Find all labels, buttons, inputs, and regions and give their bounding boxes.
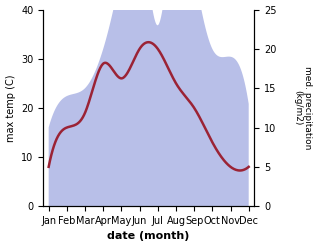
X-axis label: date (month): date (month): [107, 231, 190, 242]
Y-axis label: med. precipitation
(kg/m2): med. precipitation (kg/m2): [293, 66, 313, 149]
Y-axis label: max temp (C): max temp (C): [5, 74, 16, 142]
